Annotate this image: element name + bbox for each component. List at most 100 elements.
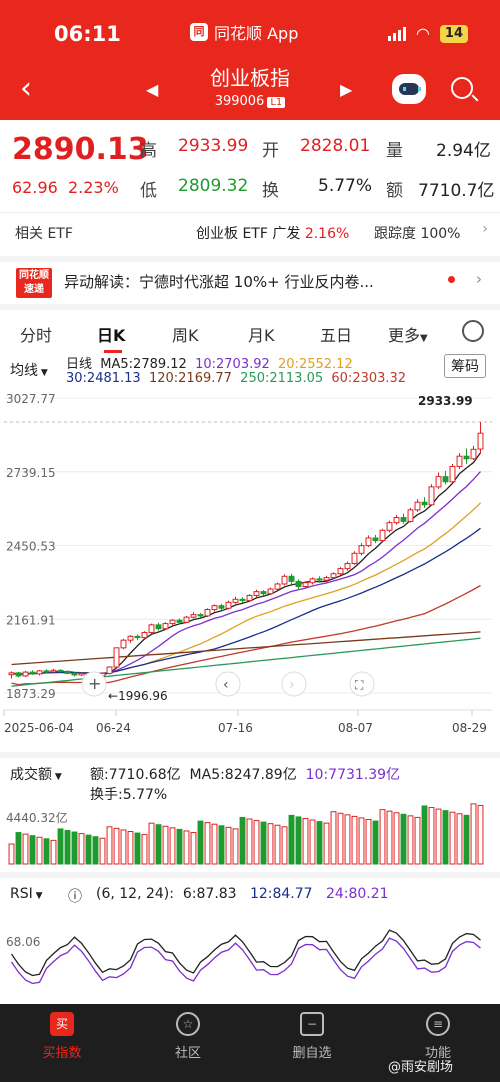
volume-chart[interactable]: 4440.32亿 (0, 800, 500, 868)
candle-body (29, 671, 36, 675)
candle-body (414, 501, 421, 511)
x-tick-label: 2025-06-04 (4, 721, 74, 735)
turnover-value: 5.77% (318, 176, 373, 196)
rsi-chart[interactable]: 68.06 (0, 906, 500, 1002)
scroll-right-icon[interactable] (281, 671, 307, 697)
chip-distribution-button[interactable]: 筹码 (444, 354, 486, 378)
track-value: 100% (420, 226, 461, 242)
caret-down-icon: ▼ (32, 891, 43, 901)
nav-functions[interactable]: ≡ 功能 (398, 1012, 478, 1061)
assistant-robot-icon[interactable] (392, 74, 426, 104)
candle-body (22, 671, 29, 677)
volume-bar (211, 823, 218, 865)
volume-bar (232, 828, 239, 865)
volume-bar (379, 809, 386, 865)
next-index-button[interactable]: ▶ (340, 80, 353, 99)
change-pct: 2.23% (67, 178, 119, 197)
ma60-line (11, 584, 481, 686)
volume-bar (57, 828, 64, 865)
volume-bar (260, 821, 267, 865)
low-label: 低 (140, 181, 157, 201)
candle-body (470, 448, 477, 460)
rsi-label: RSI (10, 886, 33, 902)
tab-five-day[interactable]: 五日 (320, 326, 353, 345)
x-tick-label: 08-07 (338, 721, 373, 735)
volume-bar (106, 826, 113, 865)
volume-bar (92, 836, 99, 865)
volume-bar (295, 816, 302, 865)
candle-body (155, 624, 162, 630)
search-icon[interactable] (451, 77, 473, 99)
volume-bar (267, 823, 274, 865)
back-button[interactable]: ‹ (20, 71, 32, 106)
candle-body (302, 582, 309, 588)
candle-body (267, 588, 274, 595)
candle-body (386, 522, 393, 531)
candle-body (225, 601, 232, 609)
volume-selector[interactable]: 成交额 ▼ (10, 764, 62, 784)
related-etf-row[interactable]: 相关 ETF 创业板 ETF 广发 2.16% 跟踪度 100% › (0, 212, 500, 250)
amount-label: 额 (386, 181, 403, 201)
nav-remove-watchlist[interactable]: − 删自选 (272, 1012, 352, 1061)
nav-functions-label: 功能 (424, 1046, 451, 1061)
rsi12: 12:84.77 (249, 886, 313, 902)
help-icon[interactable]: ⓘ (68, 889, 82, 905)
candle-body (232, 598, 239, 603)
volume-legend: 额:7710.68亿 MA5:8247.89亿 10:7731.39亿 (90, 764, 400, 784)
x-tick-label: 07-16 (218, 721, 253, 735)
volume-bar (421, 805, 428, 865)
zoom-in-icon[interactable] (81, 671, 107, 697)
low-value: 2809.32 (178, 176, 249, 196)
volume-tick: 4440.32亿 (6, 810, 68, 825)
volume-ma5: MA5:8247.89亿 (189, 767, 297, 783)
tab-timeshare[interactable]: 分时 (20, 326, 53, 345)
volume-bar (463, 814, 470, 865)
candle-body (344, 563, 351, 570)
volume-bar (64, 829, 71, 865)
menu-icon: ≡ (426, 1012, 450, 1036)
ma-lines (11, 452, 482, 687)
unread-dot (448, 276, 455, 283)
tab-more[interactable]: 更多▼ (388, 322, 428, 346)
candle-body (295, 580, 302, 588)
min-price-label: ←1996.96 (108, 689, 168, 703)
candle-body (442, 476, 449, 483)
news-banner[interactable]: 同花顺 速递 异动解读：宁德时代涨超 10%+ 行业反内卷... › (0, 256, 500, 298)
volume-bar (43, 838, 50, 865)
rsi6: 6:87.83 (182, 886, 237, 902)
volume-bar (134, 832, 141, 865)
battery-icon: 14 (439, 24, 468, 43)
volume-bar (78, 833, 85, 865)
ma5-line (11, 452, 482, 676)
last-price: 2890.13 (12, 132, 149, 167)
volume-ma10: 10:7731.39亿 (305, 767, 401, 783)
tab-weekly-k[interactable]: 周K (172, 326, 199, 345)
candle-body (260, 591, 267, 595)
volume-bar (428, 807, 435, 865)
chart-header: 均线 ▼ 日线 MA5:2789.12 10:2703.92 20:2552.1… (0, 350, 500, 390)
fullscreen-icon[interactable] (349, 671, 375, 697)
nav-community[interactable]: ☆ 社区 (148, 1012, 228, 1061)
tab-monthly-k[interactable]: 月K (248, 326, 275, 345)
kline-chart[interactable]: 3027.77 2739.15 2450.53 2161.91 1873.29 2025… (0, 388, 500, 744)
candle-body (78, 672, 85, 676)
signal-icon (387, 26, 406, 41)
nav-buy-index[interactable]: 买买指数 (22, 1012, 102, 1061)
chart-settings-icon[interactable] (462, 320, 484, 342)
candle-body (393, 517, 400, 524)
moving-average-selector[interactable]: 均线 ▼ (10, 360, 48, 380)
rsi-selector[interactable]: RSI ▼ (10, 886, 43, 902)
tab-daily-k[interactable]: 日K (97, 326, 126, 345)
ma10-line (11, 471, 481, 676)
nav-remove-label: 删自选 (292, 1046, 332, 1061)
volume-bar (8, 843, 15, 865)
nav-community-label: 社区 (174, 1046, 201, 1061)
candle-body (246, 594, 253, 602)
prev-index-button[interactable]: ◀ (146, 80, 159, 99)
nav-buy-label: 买指数 (42, 1046, 82, 1061)
max-price-label: 2933.99 (418, 394, 473, 408)
status-app-indicator: 同 同花顺 App (190, 20, 298, 44)
scroll-left-icon[interactable] (215, 671, 241, 697)
status-icons: ◠ 14 (387, 24, 468, 43)
related-etf-label: 相关 ETF (15, 226, 73, 242)
